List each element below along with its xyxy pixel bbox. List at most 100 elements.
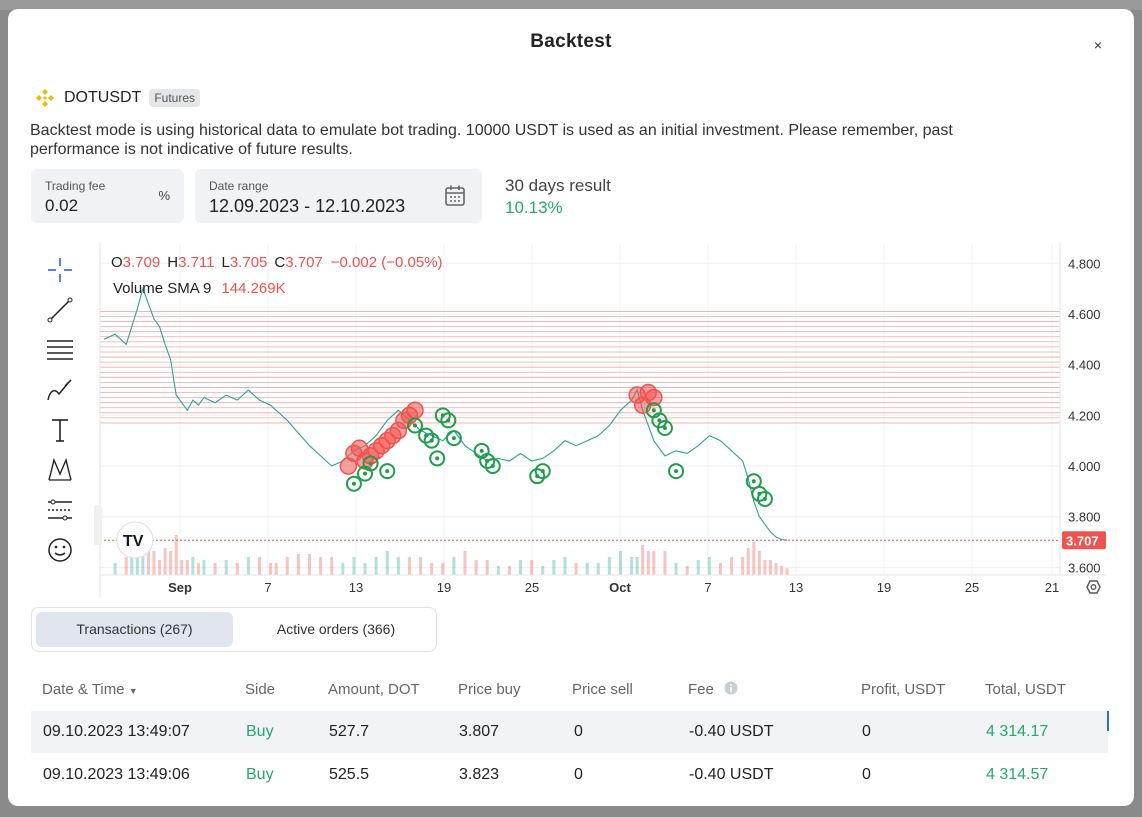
trading-fee-label: Trading fee (45, 179, 106, 193)
volume-bar (124, 557, 128, 575)
volume-bar (258, 557, 262, 575)
cell-price-buy: 3.823 (459, 766, 500, 783)
buy-marker (756, 490, 773, 507)
volume-bar (296, 554, 300, 575)
col-datetime[interactable]: Date & Time ▼ (42, 681, 138, 698)
volume-bar (463, 551, 467, 575)
transactions-tabs: Transactions (267) Active orders (366) (31, 607, 437, 652)
x-tick-label: 13 (349, 580, 363, 595)
volume-bar (785, 568, 789, 575)
last-price-badge (1062, 531, 1106, 550)
chart-settings-icon[interactable] (1086, 580, 1101, 594)
volume-bar (619, 551, 623, 575)
brush-tool-icon[interactable] (42, 373, 78, 407)
volume-bar (235, 563, 239, 575)
table-row[interactable]: 09.10.2023 13:49:07 Buy 527.7 3.807 0 -0… (31, 711, 1108, 753)
volume-bar (630, 557, 634, 575)
col-amount: Amount, DOT (328, 681, 420, 698)
buy-marker (345, 475, 362, 492)
volume-bar (419, 557, 423, 575)
x-tick-label: 13 (789, 580, 803, 595)
table-scrollbar[interactable] (1107, 711, 1109, 731)
chart-canvas[interactable]: 4.800 4.600 4.400 4.200 4.000 3.800 3.600 Sep 7… (22, 235, 1106, 597)
buy-marker (656, 420, 673, 437)
date-range-field[interactable]: Date range 12.09.2023 - 12.10.2023 (195, 169, 482, 223)
cell-price-sell: 0 (574, 723, 583, 740)
buy-marker-dot (368, 461, 373, 466)
volume-bar (780, 566, 784, 575)
buy-marker (668, 463, 685, 480)
volume-bar (707, 557, 711, 575)
close-letter: C (274, 254, 285, 271)
buy-marker (407, 417, 424, 434)
market-badge: Futures (149, 89, 201, 107)
volume-bar (158, 560, 162, 575)
volume-bar (180, 560, 184, 575)
low-value: 3.705 (230, 254, 268, 271)
buy-marker-dot (651, 408, 656, 413)
y-tick-label: 4.400 (1068, 358, 1101, 373)
col-datetime-label: Date & Time (42, 681, 125, 698)
tab-active-orders[interactable]: Active orders (366) (276, 621, 396, 637)
x-tick-label: 19 (877, 580, 891, 595)
buy-marker-dot (674, 469, 679, 474)
text-tool-icon[interactable] (42, 413, 78, 447)
toolbar-collapse-handle[interactable] (94, 505, 102, 545)
volume-bar (163, 548, 167, 575)
volume-bar (685, 566, 689, 575)
tab-transactions[interactable]: Transactions (267) (36, 612, 233, 647)
buy-marker (529, 468, 546, 485)
volume-bar (224, 560, 228, 575)
modal-title: Backtest (530, 31, 612, 52)
y-tick-label: 4.600 (1068, 307, 1101, 322)
volume-sma-label: Volume SMA 9 (113, 280, 211, 297)
change-value: −0.002 (−0.05%) (331, 254, 443, 271)
volume-bar (646, 551, 650, 575)
calendar-icon[interactable] (444, 184, 466, 208)
low-letter: L (222, 254, 230, 271)
volume-bar (585, 563, 589, 575)
crosshair-tool-icon[interactable] (42, 253, 78, 287)
volume-bar (652, 551, 656, 575)
col-fee: Fee (688, 681, 738, 698)
emoji-tool-icon[interactable] (42, 533, 78, 567)
fib-tool-icon[interactable] (42, 333, 78, 367)
buy-marker (418, 427, 435, 444)
volume-bar (718, 563, 722, 575)
open-value: 3.709 (123, 254, 161, 271)
x-tick-label: Oct (609, 580, 631, 595)
close-button[interactable]: × (1093, 37, 1103, 53)
buy-marker-dot (657, 418, 662, 423)
volume-bar (213, 563, 217, 575)
result-value: 10.13% (505, 198, 563, 217)
volume-bar (196, 563, 200, 575)
buy-marker-dot (451, 436, 456, 441)
volume-bar (663, 551, 667, 575)
volume-bar (530, 560, 534, 575)
measure-tool-icon[interactable] (42, 493, 78, 527)
table-row[interactable]: 09.10.2023 13:49:06 Buy 525.5 3.823 0 -0… (31, 754, 1108, 796)
buy-marker-dot (429, 438, 434, 443)
x-tick-label: 19 (437, 580, 451, 595)
y-tick-label: 4.200 (1068, 408, 1101, 423)
trading-fee-field[interactable]: Trading fee 0.02 % (31, 169, 184, 223)
high-value: 3.711 (178, 254, 214, 271)
volume-bar (174, 535, 178, 575)
cell-fee: -0.40 USDT (689, 766, 774, 783)
svg-text:TV: TV (123, 533, 144, 550)
sort-down-icon[interactable]: ▼ (128, 686, 138, 696)
buy-marker-dot (385, 469, 390, 474)
cell-fee: -0.40 USDT (689, 723, 774, 740)
date-range-value[interactable]: 12.09.2023 - 12.10.2023 (209, 196, 406, 216)
volume-bar (496, 566, 500, 575)
last-price-label: 3.707 (1066, 533, 1099, 548)
col-price-buy: Price buy (458, 681, 521, 698)
trading-fee-value[interactable]: 0.02 (45, 196, 79, 215)
trend-line-tool-icon[interactable] (42, 293, 78, 327)
x-tick-label: Sep (168, 580, 192, 595)
pattern-tool-icon[interactable] (42, 453, 78, 487)
sell-marker (406, 401, 424, 420)
volume-bar (485, 560, 489, 575)
info-icon[interactable] (724, 681, 738, 695)
price-chart[interactable]: 4.800 4.600 4.400 4.200 4.000 3.800 3.600 Sep 7… (22, 235, 1106, 597)
